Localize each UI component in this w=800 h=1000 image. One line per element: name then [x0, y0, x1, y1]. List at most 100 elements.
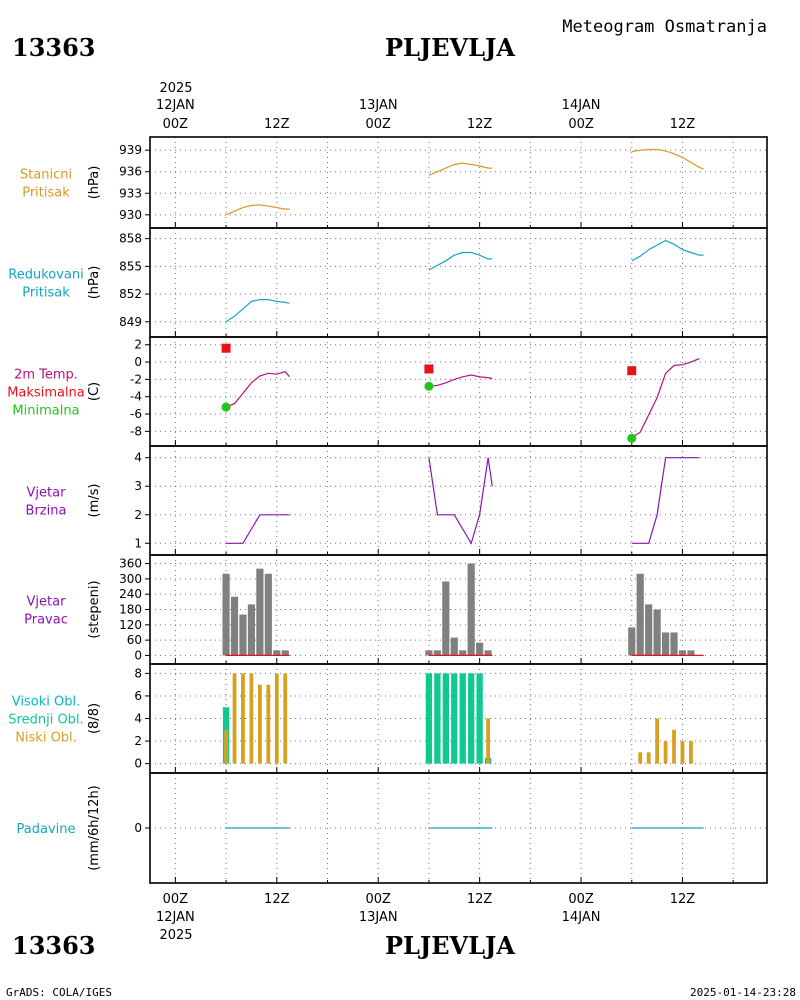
bar	[467, 563, 475, 656]
footer-timestamp: 2025-01-14-23:28	[690, 986, 796, 999]
bar	[434, 673, 441, 764]
max-temp-marker	[627, 366, 637, 376]
bar	[661, 632, 670, 656]
station-name: PLJEVLJA	[385, 33, 515, 62]
footer-station-id: 13363	[12, 931, 96, 960]
bar	[476, 673, 483, 764]
top-axis-hour: 12Z	[264, 117, 290, 132]
bar	[459, 673, 466, 764]
min-temp-marker	[627, 433, 637, 443]
panel-stanicni: 930 933 936 939 (hPa) Stanicni Pritisak	[20, 136, 768, 229]
bottom-time-axis: 2025 00Z 12JAN 12Z 00Z 13JAN 12Z 00Z 14JAN 12Z	[156, 892, 695, 943]
panel-label: Pritisak	[22, 286, 70, 301]
bar	[241, 673, 245, 764]
unit-label: (hPa)	[87, 266, 102, 300]
series-line	[631, 457, 700, 544]
bottom-axis-hour: 00Z	[568, 892, 594, 907]
bar	[264, 573, 272, 656]
y-tick-label: -6	[130, 407, 142, 421]
y-tick-label: 2	[134, 508, 142, 522]
panel-label: Niski Obl.	[15, 731, 77, 746]
y-tick-label: 930	[119, 208, 142, 222]
panel-oblaci: 0 2 4 6 8 (8/8) Visoki Obl. Srednji Obl. Niski O…	[8, 663, 768, 774]
bottom-axis-date: 14JAN	[562, 910, 601, 925]
panels: 930 933 936 939 (hPa) Stanicni Pritisak 849 852 8…	[7, 136, 768, 884]
bar	[636, 573, 644, 656]
y-tick-label: 8	[134, 666, 142, 680]
panel-label: 2m Temp.	[14, 368, 78, 383]
bar	[670, 632, 678, 656]
footer-station-name: PLJEVLJA	[385, 931, 515, 960]
y-tick-label: 858	[119, 232, 142, 246]
bar	[468, 673, 475, 764]
y-tick-label: 2	[134, 338, 142, 352]
unit-label: (8/8)	[87, 703, 102, 734]
y-tick-label: 936	[119, 165, 142, 179]
bar	[283, 673, 288, 764]
unit-label: (stepeni)	[87, 580, 102, 638]
bar	[442, 673, 449, 764]
top-axis-hour: 12Z	[467, 117, 493, 132]
bar	[450, 637, 458, 656]
bar	[230, 596, 239, 656]
bar	[239, 614, 247, 656]
unit-label: (hPa)	[87, 166, 102, 200]
y-tick-label: 2	[134, 734, 142, 748]
unit-label: (mm/6h/12h)	[87, 785, 102, 871]
series-line	[631, 148, 704, 170]
y-tick-label: 3	[134, 479, 142, 493]
top-axis-hour: 12Z	[670, 117, 696, 132]
panel-padavine: 0 (mm/6h/12h) Padavine	[17, 772, 768, 884]
y-tick-label: 0	[134, 757, 142, 771]
top-axis-hour: 00Z	[365, 117, 391, 132]
panel-data	[221, 343, 700, 443]
series-line	[225, 204, 290, 216]
y-tick-label: -8	[130, 424, 142, 438]
bar	[451, 673, 458, 764]
unit-label: (C)	[87, 382, 102, 401]
series-line	[226, 514, 290, 544]
series-line	[631, 358, 700, 438]
y-tick-label: 849	[119, 315, 142, 329]
panel-label: Pritisak	[22, 186, 70, 201]
bottom-axis-hour: 00Z	[365, 892, 391, 907]
bar	[638, 752, 643, 764]
y-tick-label: 933	[119, 186, 142, 200]
bar	[486, 718, 490, 764]
bar	[232, 673, 237, 764]
y-tick-label: 60	[127, 633, 142, 647]
bar	[645, 604, 653, 656]
bar	[663, 741, 668, 764]
series-line	[225, 370, 290, 408]
y-tick-label: -4	[130, 390, 142, 404]
bar	[646, 752, 651, 764]
y-tick-label: 0	[134, 821, 142, 835]
bottom-axis-date: 13JAN	[359, 910, 398, 925]
series-line	[428, 457, 493, 545]
top-axis-year: 2025	[159, 81, 192, 96]
bar	[266, 684, 271, 764]
y-tick-label: 1	[134, 536, 142, 550]
top-axis-hour: 00Z	[163, 117, 189, 132]
y-tick-label: 855	[119, 259, 142, 273]
panel-data	[225, 239, 704, 323]
panel-label: Vjetar	[27, 595, 67, 610]
bar	[655, 718, 660, 764]
bar	[425, 673, 433, 764]
series-line	[631, 239, 704, 262]
panel-data	[226, 457, 700, 545]
series-line	[428, 374, 493, 387]
bar	[680, 741, 685, 764]
product-title: Meteogram Osmatranja	[562, 17, 767, 37]
bottom-axis-hour: 12Z	[670, 892, 696, 907]
bar	[433, 650, 441, 656]
y-tick-label: 939	[119, 143, 142, 157]
max-temp-marker	[221, 343, 231, 353]
bar	[476, 642, 484, 656]
bottom-axis-hour: 00Z	[163, 892, 189, 907]
bar	[247, 604, 256, 656]
bar	[425, 650, 433, 656]
bar	[222, 573, 230, 656]
min-temp-marker	[221, 402, 231, 412]
top-axis-date: 12JAN	[156, 98, 195, 113]
